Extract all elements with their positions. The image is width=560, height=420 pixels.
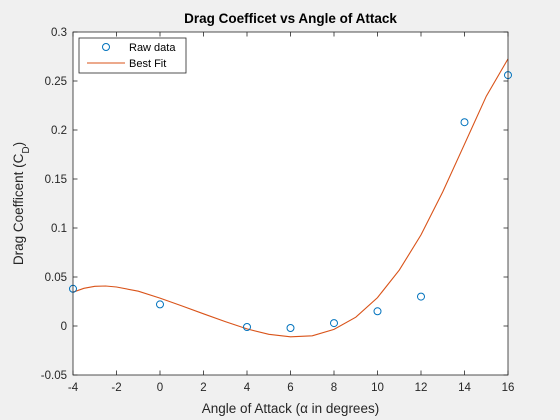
y-axis-label-main: Drag Coefficent (C: [11, 153, 26, 265]
y-tick-label: 0.25: [45, 76, 67, 88]
data-point: [373, 307, 382, 316]
x-axis-label-suffix: in degrees): [308, 401, 379, 416]
x-tick-label: 16: [502, 382, 515, 394]
legend-marker-raw-data: [102, 43, 110, 51]
legend-label-best-fit: Best Fit: [129, 58, 166, 70]
x-tick-label: 6: [287, 382, 293, 394]
x-tick-label: 8: [331, 382, 337, 394]
data-point: [460, 118, 469, 127]
plot-area: [73, 32, 508, 375]
y-axis-label-subscript: D: [21, 146, 32, 153]
data-point: [330, 319, 338, 328]
x-axis-label-greek: α: [300, 401, 308, 416]
data-point: [417, 292, 425, 301]
x-axis-label: Angle of Attack (α in degrees): [202, 401, 379, 416]
data-point: [156, 300, 164, 309]
x-axis-label-prefix: Angle of Attack (: [202, 401, 301, 416]
y-tick-label: 0.05: [45, 272, 67, 284]
legend-box: [78, 37, 187, 74]
x-tick-label: -4: [68, 382, 79, 394]
x-tick-label: 4: [244, 382, 251, 394]
data-point: [243, 323, 251, 331]
y-tick-label: 0.1: [51, 223, 67, 235]
chart-title: Drag Coefficet vs Angle of Attack: [184, 11, 397, 26]
x-tick-label: 2: [200, 382, 206, 394]
x-tick-label: 14: [458, 382, 471, 394]
axes-layer: -4 -2 0 2 4 6 8 10 12 14 16 -0.05 0 0.05 0.1 0.15 0.2 0.2…: [41, 27, 515, 394]
y-axis-label: Drag Coefficent (CD): [11, 142, 32, 265]
legend-label-raw-data: Raw data: [129, 42, 176, 54]
y-axis-label-close: ): [11, 142, 26, 147]
x-tick-label: 10: [371, 382, 384, 394]
x-tick-label: -2: [111, 382, 121, 394]
y-tick-label: 0.3: [51, 27, 67, 39]
y-tick-label: -0.05: [41, 370, 67, 382]
y-tick-label: 0.2: [51, 125, 67, 137]
y-tick-label: 0.15: [45, 174, 67, 186]
y-tick-label: 0: [61, 321, 67, 333]
x-tick-label: 12: [415, 382, 428, 394]
data-point: [286, 324, 295, 332]
best-fit-line: [72, 58, 509, 338]
legend: Raw data Best Fit: [78, 37, 187, 74]
x-tick-label: 0: [157, 382, 163, 394]
